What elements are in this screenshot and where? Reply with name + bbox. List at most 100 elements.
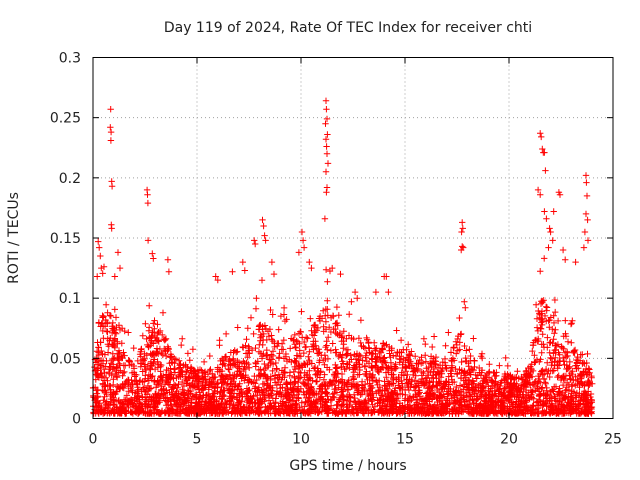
data-point — [551, 296, 559, 304]
data-point — [333, 303, 341, 311]
data-point — [195, 386, 202, 393]
data-point — [538, 349, 545, 356]
data-point — [307, 315, 314, 322]
data-point — [541, 312, 549, 320]
data-point-outlier — [385, 288, 392, 296]
data-point — [365, 339, 372, 346]
data-point — [133, 377, 140, 384]
data-point — [250, 330, 257, 338]
data-point — [182, 368, 190, 375]
data-point-outlier — [149, 250, 156, 257]
data-point — [290, 368, 297, 376]
data-point-outlier — [580, 244, 588, 251]
data-point — [304, 335, 311, 342]
data-point — [552, 308, 559, 316]
data-point — [207, 366, 214, 373]
data-point — [551, 330, 558, 337]
data-point-outlier — [150, 255, 157, 262]
data-point — [102, 301, 110, 308]
x-tick-label: 20 — [500, 432, 518, 448]
data-point — [324, 306, 331, 313]
data-point — [159, 309, 167, 316]
data-point — [537, 268, 544, 275]
data-point — [411, 387, 419, 394]
data-point — [216, 342, 223, 349]
data-point — [339, 358, 346, 365]
data-point — [111, 306, 118, 313]
data-point — [357, 317, 365, 324]
data-point-outlier — [559, 246, 567, 254]
data-point — [430, 333, 438, 340]
data-point — [342, 381, 350, 389]
data-point — [349, 373, 357, 380]
data-point — [302, 344, 309, 351]
data-point — [159, 331, 166, 339]
data-point — [442, 342, 449, 349]
data-point-outlier — [107, 106, 114, 113]
data-point — [281, 317, 289, 325]
data-point-outlier — [582, 172, 590, 179]
data-point-outlier — [95, 238, 102, 245]
data-point-outlier — [268, 258, 276, 266]
data-point-outlier — [546, 225, 553, 232]
data-point-outlier — [322, 168, 330, 175]
data-point — [305, 353, 312, 360]
data-point — [539, 331, 546, 338]
data-point — [359, 384, 367, 391]
data-point-outlier — [547, 228, 554, 236]
data-point — [463, 347, 470, 354]
data-point — [537, 391, 544, 398]
data-point — [142, 320, 149, 327]
data-point — [542, 379, 549, 386]
data-point — [419, 359, 427, 366]
data-point — [123, 392, 131, 399]
data-point — [346, 311, 353, 318]
data-point — [361, 363, 369, 370]
data-point — [178, 341, 185, 349]
data-point — [151, 317, 158, 324]
y-tick-label: 0.25 — [50, 111, 81, 127]
data-point — [100, 263, 108, 270]
data-point — [466, 346, 473, 353]
data-point-outlier — [308, 264, 315, 272]
data-point — [471, 357, 478, 364]
data-point — [531, 379, 538, 386]
data-point — [404, 371, 411, 379]
data-point-outlier — [323, 115, 331, 123]
data-point — [298, 308, 305, 315]
data-point — [329, 340, 336, 347]
y-tick-label: 0.1 — [59, 291, 81, 307]
data-point — [125, 329, 132, 336]
data-point — [376, 377, 383, 384]
y-axis-title: ROTI / TECUs — [6, 192, 22, 284]
data-point — [278, 346, 285, 353]
data-point — [121, 352, 128, 359]
data-point — [337, 364, 345, 371]
data-point — [430, 392, 437, 399]
data-point — [153, 345, 161, 352]
data-point — [284, 386, 291, 393]
x-tick-label: 5 — [193, 432, 202, 448]
data-point — [121, 327, 128, 335]
data-point — [222, 330, 230, 338]
data-point — [496, 362, 503, 369]
data-point-outlier — [351, 288, 359, 296]
data-point — [183, 369, 191, 376]
data-point — [253, 295, 260, 302]
data-point — [552, 326, 559, 333]
data-point-outlier — [322, 136, 330, 143]
data-point-outlier — [323, 106, 330, 113]
data-point — [456, 382, 464, 389]
data-point — [340, 328, 347, 335]
data-point — [470, 335, 477, 342]
y-tick-label: 0 — [72, 412, 81, 428]
data-point — [154, 321, 161, 328]
data-point — [458, 358, 465, 366]
data-point — [99, 312, 106, 319]
data-point — [275, 355, 283, 362]
data-point — [231, 381, 238, 389]
data-point-outlier — [459, 243, 466, 250]
data-point-outlier — [306, 258, 313, 266]
data-point-outlier — [550, 208, 557, 215]
data-point — [324, 278, 331, 285]
